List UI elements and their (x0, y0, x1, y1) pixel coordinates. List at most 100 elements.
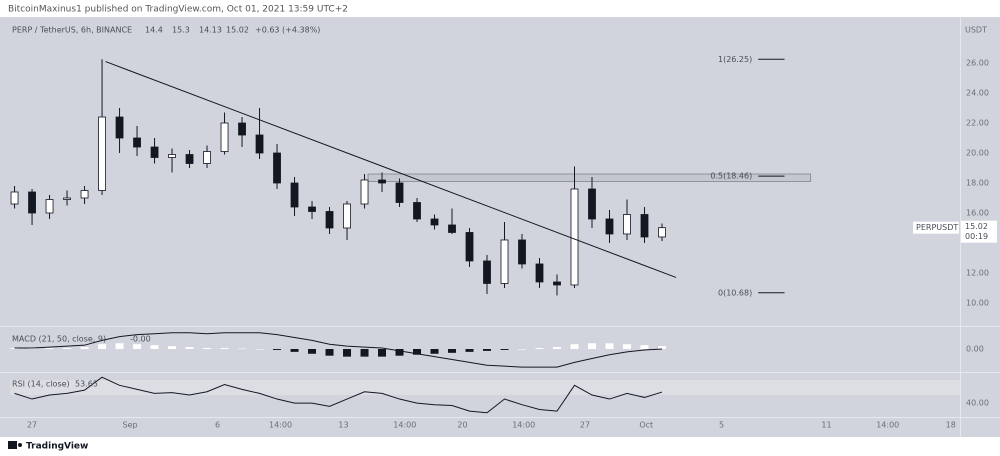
candle-body (343, 203, 351, 229)
x-tick-label: 27 (580, 421, 590, 430)
macd-histogram-bar (360, 349, 369, 357)
rsi-line (14, 376, 663, 414)
x-tick-label: Oct (639, 421, 653, 430)
x-tick-label: 11 (821, 421, 831, 430)
macd-histogram-bar (63, 348, 72, 349)
x-tick-label: 20 (457, 421, 467, 430)
macd-histogram-bar (465, 349, 474, 352)
y-tick-label: 10.00 (966, 298, 989, 307)
macd-histogram-bar (623, 344, 632, 349)
fib-label: 1(26.25) (718, 55, 752, 64)
x-tick-label: 14:00 (512, 421, 535, 430)
candle-body (168, 154, 176, 158)
x-tick-label: 14:00 (269, 421, 292, 430)
rsi-band (10, 380, 960, 395)
trendline (105, 61, 677, 278)
y-tick-label: 22.00 (966, 119, 989, 128)
candle-body (220, 122, 229, 152)
macd-title: MACD (21, 50, close, 9) (12, 335, 106, 344)
chart-bg (0, 17, 1000, 437)
candle-body (413, 202, 421, 220)
macd-histogram-bar (483, 349, 492, 351)
x-tick-label: 6 (215, 421, 220, 430)
ticker-box (913, 221, 959, 234)
candle-body (115, 116, 124, 139)
candle-body (290, 182, 299, 208)
rsi-title: RSI (14, close) (12, 380, 70, 389)
legend-change: +0.63 (+4.38%) (255, 26, 320, 35)
y-tick-label: 12.00 (966, 268, 989, 277)
macd-tick-label: 0.00 (966, 345, 984, 354)
macd-histogram-bar (395, 349, 404, 356)
candle-body (63, 197, 71, 200)
macd-histogram-bar (518, 349, 527, 350)
macd-histogram-bar (430, 349, 439, 354)
legend-open: 14.4 (145, 26, 163, 35)
x-tick-label: 18 (946, 421, 956, 430)
y-tick-label: 26.00 (966, 59, 989, 68)
macd-histogram-bar (133, 344, 142, 349)
candle-body (308, 206, 316, 212)
candle-body (483, 260, 491, 284)
candle-body (500, 239, 509, 284)
candle-body (518, 239, 526, 265)
macd-histogram-bar (98, 344, 107, 349)
symbol: PERP / TetherUS, 6h, BINANCE (12, 26, 132, 35)
macd-histogram-bar (308, 349, 317, 354)
candle-body (28, 191, 36, 214)
candle-body (623, 214, 631, 235)
y-tick-label: 24.00 (966, 89, 989, 98)
candle-body (395, 182, 404, 203)
candle-body (588, 188, 596, 220)
candle-body (203, 151, 211, 164)
last-price: 15.02 (965, 222, 988, 231)
candle-body (535, 263, 544, 283)
x-tick-label: Sep (123, 421, 138, 430)
legend-close: 15.02 (226, 26, 249, 35)
candle-body (255, 134, 264, 154)
y-tick-label: 18.00 (966, 178, 989, 187)
candle-body (10, 191, 19, 205)
macd-histogram-bar (273, 349, 282, 350)
macd-histogram-bar (343, 349, 352, 357)
macd-histogram-bar (657, 346, 666, 349)
candle-body (465, 232, 474, 262)
candle-body (133, 137, 141, 148)
x-tick-label: 14:00 (876, 421, 899, 430)
candle-body (640, 214, 649, 238)
candle-body (360, 179, 369, 205)
legend-high: 15.3 (172, 26, 190, 35)
y-tick-label: 20.00 (966, 149, 989, 158)
x-tick-label: 14:00 (393, 421, 416, 430)
candle-body (605, 218, 614, 235)
price-box (961, 220, 997, 243)
candle-body (150, 146, 159, 158)
candle-body (45, 199, 54, 214)
rsi-tick-label: 40.00 (966, 399, 989, 408)
fib-label: 0(10.68) (718, 288, 752, 297)
macd-histogram-bar (220, 348, 229, 349)
macd-line (14, 332, 663, 368)
macd-histogram-bar (45, 348, 54, 349)
footer: TradingView (26, 442, 88, 452)
x-tick-label: 5 (719, 421, 724, 430)
legend-low: 14.13 (199, 26, 222, 35)
macd-histogram-bar (185, 347, 194, 349)
candle-body (273, 152, 281, 184)
macd-histogram-bar (115, 343, 124, 349)
macd-histogram-bar (80, 347, 89, 349)
macd-histogram-bar (535, 348, 544, 349)
macd-histogram-bar (325, 349, 334, 356)
currency: USDT (965, 26, 987, 35)
logo (8, 441, 22, 449)
x-tick-label: 27 (27, 421, 37, 430)
macd-histogram-bar (378, 349, 387, 357)
macd-histogram-bar (290, 349, 299, 352)
macd-histogram-bar (238, 348, 247, 350)
rsi-value: 53.65 (75, 380, 98, 389)
macd-histogram-bar (413, 349, 422, 355)
macd-histogram-bar (500, 349, 509, 350)
logo-dot (18, 443, 22, 447)
macd-histogram-bar (553, 347, 562, 349)
